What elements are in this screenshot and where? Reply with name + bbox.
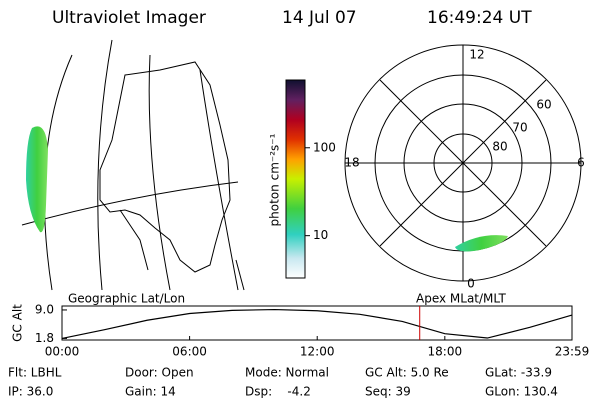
colorbar-tick-label: 100 — [313, 140, 336, 154]
aurora-image — [26, 126, 48, 233]
polar-plot: 12 18 6 0 80 70 60 — [344, 44, 585, 291]
y-tick-label: 9.0 — [35, 302, 54, 316]
status-field: Dsp: -4.2 — [245, 385, 311, 399]
mlt-label: 0 — [467, 277, 475, 291]
x-tick-label: 23:59 — [555, 345, 590, 359]
y-tick-label: 1.8 — [35, 331, 54, 345]
title: Ultraviolet Imager — [52, 8, 206, 28]
time: 16:49:24 UT — [427, 8, 532, 28]
colorbar-tick-label: 10 — [313, 228, 328, 242]
status-field: Flt: LBHL — [8, 366, 62, 380]
lat-label: 80 — [492, 140, 507, 154]
lat-label: 60 — [536, 98, 551, 112]
mlt-label: 18 — [344, 156, 359, 170]
mlt-label: 12 — [469, 48, 484, 62]
geographic-map — [21, 39, 245, 291]
status-field: Gain: 14 — [125, 385, 176, 399]
status-field: GLat: -33.9 — [485, 366, 552, 380]
status-field: Seq: 39 — [365, 385, 411, 399]
colorbar-label: photon cm⁻²s⁻¹ — [268, 133, 282, 226]
status-footer: Flt: LBHL Door: Open Mode: Normal GC Alt: 5… — [8, 366, 558, 399]
aurora-oval — [455, 235, 508, 252]
status-field: GLon: 130.4 — [485, 385, 558, 399]
date: 14 Jul 07 — [282, 8, 357, 28]
x-tick-label: 12:00 — [300, 345, 335, 359]
lat-label: 70 — [512, 121, 527, 135]
panel-label: Geographic Lat/Lon — [68, 292, 185, 306]
x-tick-label: 18:00 — [428, 345, 463, 359]
colorbar — [285, 79, 306, 279]
status-field: GC Alt: 5.0 Re — [365, 366, 449, 380]
x-tick-label: 00:00 — [45, 345, 80, 359]
status-field: IP: 36.0 — [8, 385, 53, 399]
status-field: Mode: Normal — [245, 366, 329, 380]
panel-label: Apex MLat/MLT — [416, 292, 506, 306]
y-axis-label: GC Alt — [11, 304, 25, 342]
x-tick-label: 06:00 — [172, 345, 207, 359]
mlt-label: 6 — [577, 156, 585, 170]
status-field: Door: Open — [125, 366, 194, 380]
orbit-altitude-line — [61, 308, 573, 340]
